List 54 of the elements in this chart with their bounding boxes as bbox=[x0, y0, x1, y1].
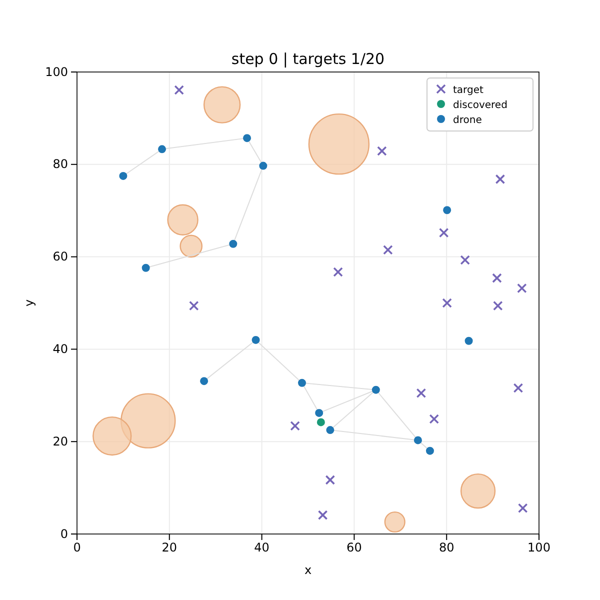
point bbox=[259, 162, 268, 170]
x-tick-label: 100 bbox=[528, 540, 550, 555]
point bbox=[383, 244, 393, 255]
point bbox=[492, 273, 502, 283]
point bbox=[318, 510, 328, 520]
point bbox=[513, 383, 524, 393]
x-tick-label: 80 bbox=[438, 540, 454, 555]
y-tick-label: 60 bbox=[52, 250, 68, 264]
y-tick-label: 100 bbox=[45, 64, 68, 79]
point bbox=[518, 503, 528, 514]
point bbox=[333, 267, 343, 277]
legend-label: drone bbox=[453, 115, 482, 126]
point bbox=[438, 228, 449, 238]
legend-label: target bbox=[453, 85, 484, 96]
point bbox=[325, 475, 336, 485]
point bbox=[429, 414, 440, 424]
point bbox=[372, 386, 380, 394]
point bbox=[443, 206, 452, 214]
point bbox=[416, 388, 426, 398]
point bbox=[200, 377, 208, 386]
point bbox=[252, 336, 260, 344]
x-axis-title: x bbox=[304, 563, 312, 577]
point bbox=[229, 240, 238, 248]
point bbox=[243, 134, 252, 142]
point bbox=[298, 378, 306, 387]
point bbox=[426, 446, 434, 455]
point bbox=[464, 336, 473, 345]
point bbox=[442, 298, 452, 308]
x-tick-label: 0 bbox=[73, 540, 81, 555]
point bbox=[517, 283, 527, 294]
point bbox=[377, 146, 387, 156]
point bbox=[188, 300, 199, 311]
y-axis-title: y bbox=[22, 299, 36, 307]
point bbox=[142, 264, 150, 272]
legend-label: discovered bbox=[453, 100, 508, 111]
x-tick-label: 60 bbox=[346, 540, 362, 555]
point bbox=[495, 174, 506, 184]
point bbox=[326, 426, 334, 434]
point bbox=[290, 420, 300, 431]
y-tick-label: 20 bbox=[52, 434, 68, 448]
point bbox=[460, 255, 470, 265]
y-tick-label: 80 bbox=[52, 157, 68, 172]
point bbox=[414, 436, 422, 444]
y-tick-label: 0 bbox=[60, 526, 68, 541]
point bbox=[158, 145, 166, 154]
point bbox=[315, 408, 324, 417]
x-tick-label: 40 bbox=[254, 540, 270, 555]
y-tick-label: 40 bbox=[52, 342, 68, 356]
point bbox=[119, 172, 128, 180]
chart-title: step 0 | targets 1/20 bbox=[231, 50, 385, 68]
point bbox=[174, 85, 184, 95]
point bbox=[316, 418, 325, 426]
x-tick-label: 20 bbox=[162, 540, 178, 555]
point bbox=[492, 300, 503, 311]
